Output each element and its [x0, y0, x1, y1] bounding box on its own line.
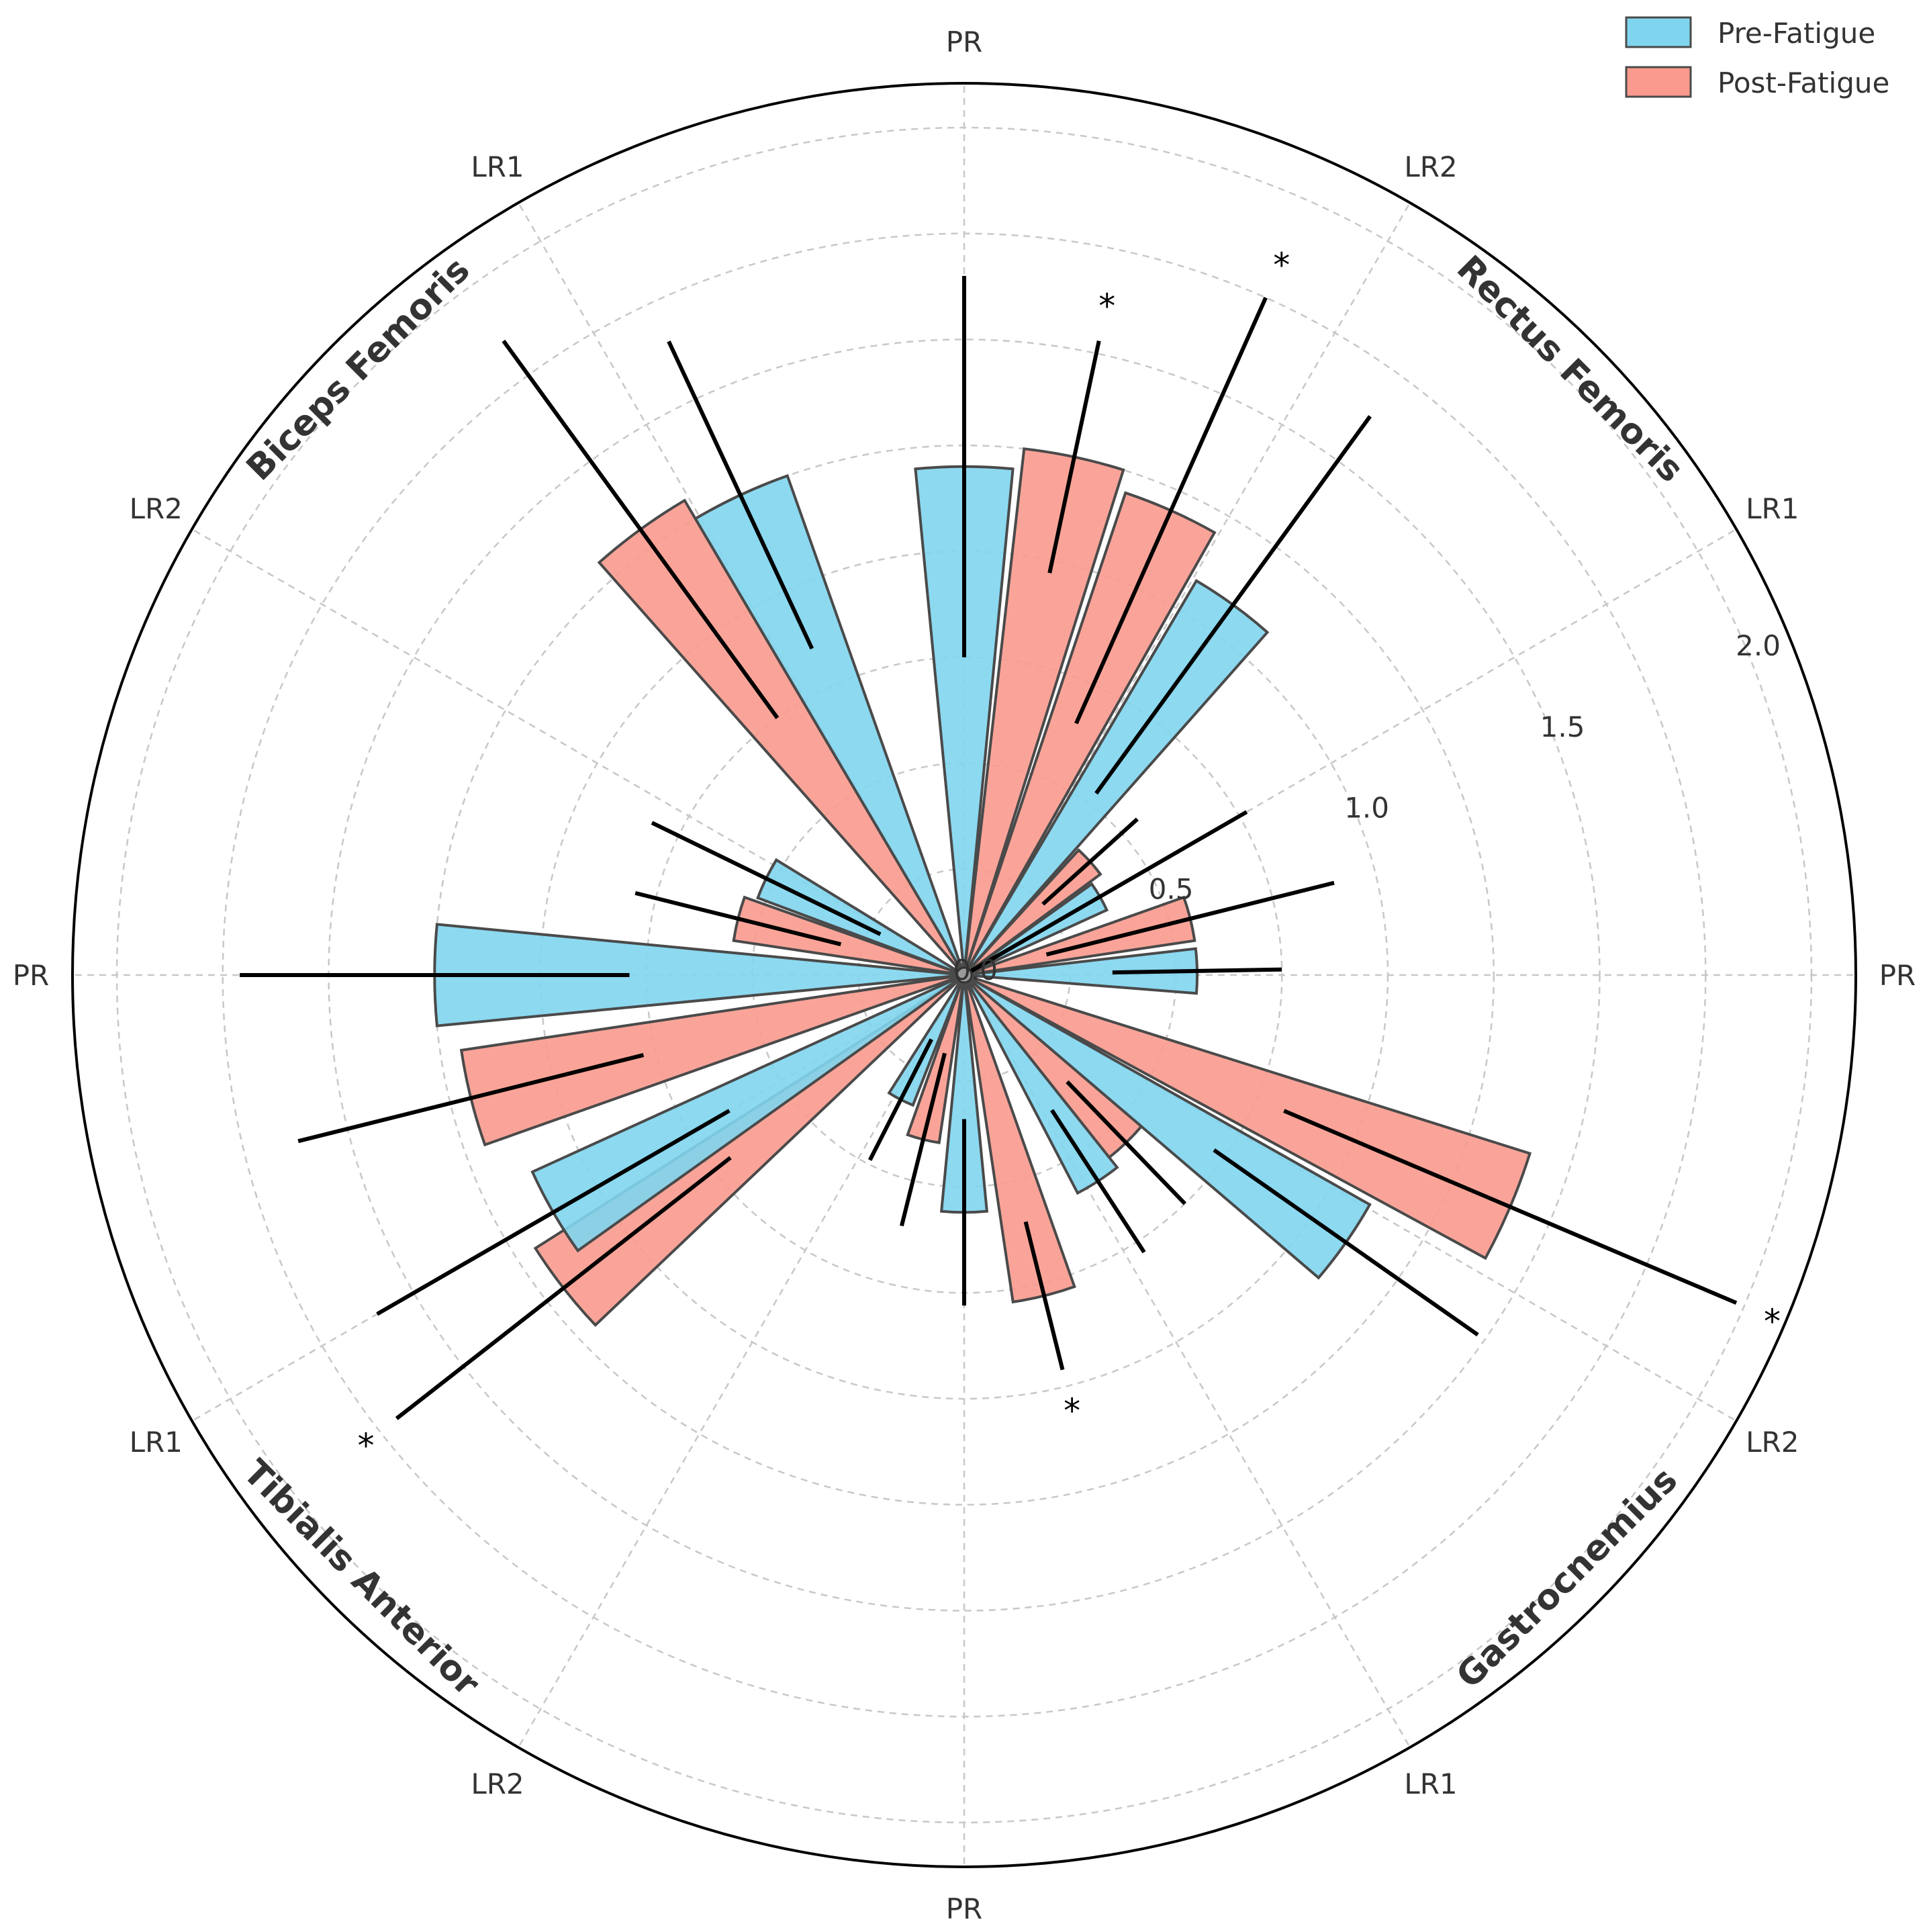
phase-label-1: LR2 [1404, 150, 1457, 183]
error-bar-14 [899, 1052, 947, 1227]
error-bar-15 [867, 1038, 933, 1161]
error-bar-16 [395, 1156, 732, 1420]
legend-swatch-pre [1625, 16, 1692, 48]
group-label-2: Tibialis Anterior [235, 1453, 487, 1704]
outer-frame [71, 82, 1857, 1868]
error-bar-5 [963, 810, 1248, 977]
error-bar-22 [502, 339, 780, 719]
phase-label-11: LR1 [471, 150, 524, 183]
error-bar-9 [1213, 1148, 1479, 1337]
radial-tick-label-1: 0.5 [1149, 872, 1194, 905]
radial-tick-label-2: 1.0 [1344, 792, 1389, 825]
error-bar-12 [1023, 1221, 1065, 1371]
phase-label-4: LR2 [1746, 1426, 1799, 1459]
radial-tick-label-0: 0.0 [953, 954, 998, 986]
significance-marker-2: * [1273, 246, 1290, 285]
frame-layer [71, 82, 1857, 1868]
phase-label-5: LR1 [1404, 1767, 1457, 1800]
error-bar-2 [1074, 296, 1268, 725]
error-bar-4 [1041, 817, 1139, 906]
error-bar-20 [634, 890, 842, 947]
phase-label-6: PR [946, 1892, 983, 1925]
error-bar-8 [1283, 1109, 1738, 1305]
legend-label-pre: Pre-Fatigue [1718, 17, 1875, 50]
phase-label-2: LR1 [1746, 492, 1799, 525]
error-bar-21 [651, 821, 882, 936]
phase-label-7: LR2 [471, 1767, 524, 1800]
error-bar-7 [1112, 967, 1282, 975]
error-bar-11 [1050, 1109, 1146, 1254]
error-bar-10 [1066, 1080, 1186, 1205]
phase-label-3: PR [1879, 959, 1916, 992]
legend-label-post: Post-Fatigue [1718, 66, 1889, 99]
group-label-3: Biceps Femoris [239, 250, 478, 489]
error-bar-1 [1047, 340, 1101, 573]
grid-spoke-240 [517, 974, 966, 1748]
error-bar-3 [1094, 415, 1372, 795]
radial-tick-label-4: 2.0 [1736, 629, 1781, 662]
group-label-0: Rectus Femoris [1449, 248, 1691, 490]
center-hub [955, 966, 973, 984]
legend: Pre-Fatigue Post-Fatigue [1625, 16, 1889, 99]
error-bar-17 [376, 1109, 731, 1316]
significance-marker-16: * [357, 1426, 374, 1465]
error-bars-layer [239, 275, 1738, 1420]
phase-label-10: LR2 [130, 492, 183, 525]
significance-marker-8: * [1764, 1302, 1781, 1341]
error-bar-18 [297, 1053, 645, 1144]
significance-marker-1: * [1098, 287, 1115, 326]
phase-label-0: PR [946, 26, 983, 58]
error-bar-23 [667, 340, 814, 650]
significance-marker-12: * [1064, 1391, 1080, 1430]
phase-label-8: LR1 [130, 1426, 183, 1459]
error-bar-6 [1045, 880, 1335, 957]
legend-swatch-post [1625, 66, 1692, 98]
bars-layer [433, 447, 1532, 1328]
group-label-1: Gastrocnemius [1449, 1460, 1685, 1696]
phase-label-9: PR [13, 959, 50, 992]
radial-tick-label-3: 1.5 [1540, 710, 1585, 743]
